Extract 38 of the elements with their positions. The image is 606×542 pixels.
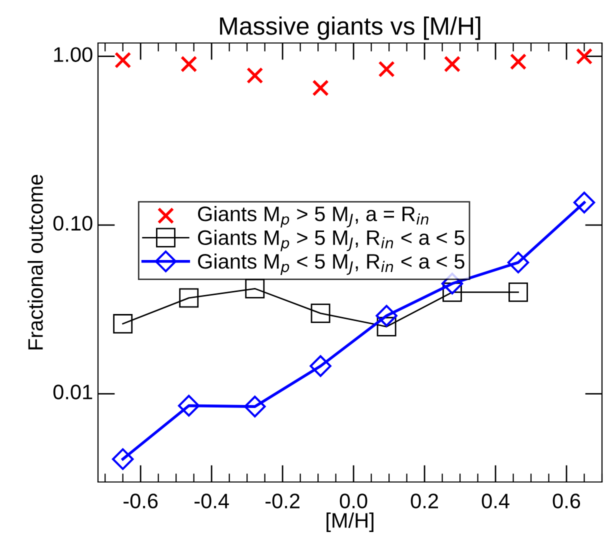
- legend-label: Giants M$_{p}$ < 5 M$_{J}$, R$_{in}$ < a < 5: [198, 253, 464, 276]
- y-tick-label: 0.01: [53, 384, 92, 400]
- x-tick-label: 0.6: [552, 494, 580, 508]
- x-axis-title: [M/H]: [326, 512, 374, 532]
- legend-label: Giants M$_{p}$ > 5 M$_{J}$, a = R$_{in}$: [198, 206, 428, 228]
- y-axis-title: Fractional outcome: [28, 174, 43, 350]
- y-tick-label: 0.10: [53, 216, 92, 231]
- point: [376, 304, 398, 327]
- point: [573, 192, 596, 214]
- legend-label: Giants M$_{p}$ > 5 M$_{J}$, R$_{in}$ < a < 5: [198, 230, 464, 252]
- point: [576, 48, 593, 65]
- x-tick-label: 0.0: [340, 494, 368, 508]
- x-tick-label: -0.2: [266, 494, 300, 508]
- x-tick-label: -0.6: [124, 494, 158, 508]
- point: [444, 56, 461, 72]
- point: [378, 60, 395, 78]
- y-tick-label: 1.00: [54, 47, 92, 62]
- point: [376, 316, 396, 336]
- point: [312, 80, 329, 96]
- point: [310, 304, 330, 324]
- point: [114, 52, 132, 68]
- point: [246, 67, 264, 84]
- point: [113, 314, 133, 334]
- point: [180, 56, 198, 72]
- point: [244, 396, 266, 418]
- point: [510, 53, 527, 70]
- point: [245, 278, 265, 298]
- point: [310, 355, 332, 377]
- x-tick-label: 0.4: [482, 494, 510, 508]
- point: [508, 282, 528, 302]
- point: [179, 288, 199, 308]
- point: [112, 448, 134, 470]
- point: [178, 394, 200, 417]
- chart-title: Massive giants vs [M/H]: [220, 16, 480, 40]
- point: [507, 252, 530, 274]
- x-tick-label: -0.4: [194, 494, 229, 508]
- x-tick-label: 0.2: [410, 494, 438, 508]
- point: [442, 282, 462, 302]
